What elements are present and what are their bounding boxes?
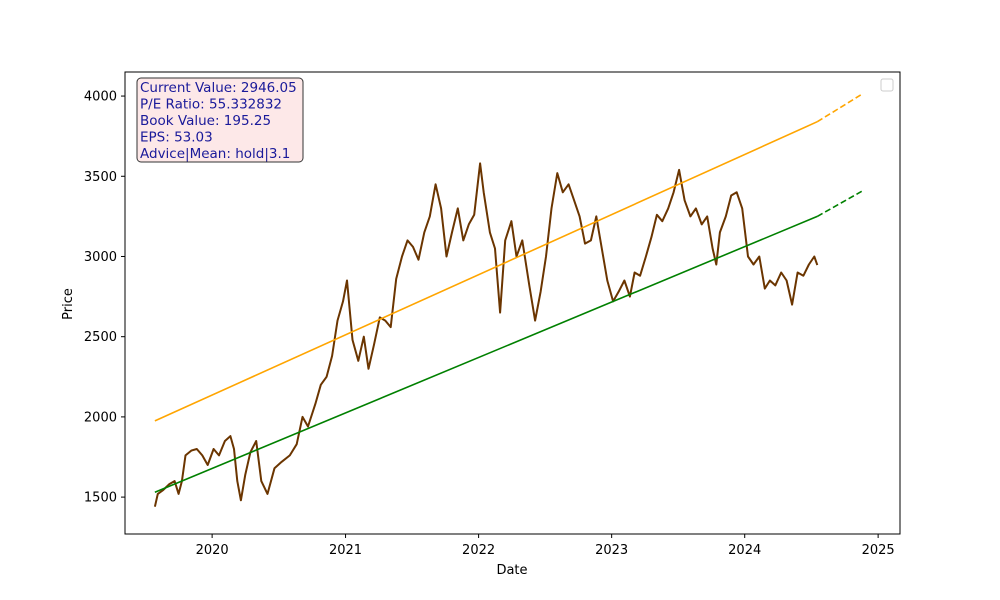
y-axis-label: Price: [61, 288, 76, 320]
y-axis: 1500 2000 2500 3000 3500 4000: [84, 90, 125, 506]
x-axis: 2020 2021 2022 2023 2024 2025: [196, 534, 895, 558]
info-box: Current Value: 2946.05 P/E Ratio: 55.332…: [136, 77, 304, 163]
x-tick-label: 2022: [462, 543, 495, 558]
series-layer: [153, 93, 864, 507]
info-eps: EPS: 53.03: [140, 130, 213, 146]
info-advice-mean: Advice|Mean: hold|3.1: [140, 146, 290, 162]
y-tick-label: 2000: [84, 410, 117, 425]
x-tick-label: 2025: [862, 543, 895, 558]
x-axis-label: Date: [496, 563, 527, 578]
info-pe-ratio: P/E Ratio: 55.332832: [140, 97, 282, 113]
info-current-value: Current Value: 2946.05: [140, 80, 297, 96]
x-tick-label: 2021: [329, 543, 362, 558]
plot-frame: [124, 71, 901, 535]
series-line: [153, 162, 819, 507]
x-tick-label: 2024: [728, 543, 761, 558]
info-book-value: Book Value: 195.25: [140, 113, 271, 129]
y-tick-label: 3000: [84, 250, 117, 265]
y-tick-label: 2500: [84, 330, 117, 345]
y-tick-label: 1500: [84, 491, 117, 506]
x-tick-label: 2023: [595, 543, 628, 558]
info-box-background: [136, 77, 304, 163]
y-tick-label: 3500: [84, 170, 117, 185]
series-line: [154, 120, 818, 422]
legend-box: [880, 78, 894, 92]
y-tick-label: 4000: [84, 90, 117, 105]
x-tick-label: 2020: [196, 543, 229, 558]
series-line: [154, 215, 818, 494]
